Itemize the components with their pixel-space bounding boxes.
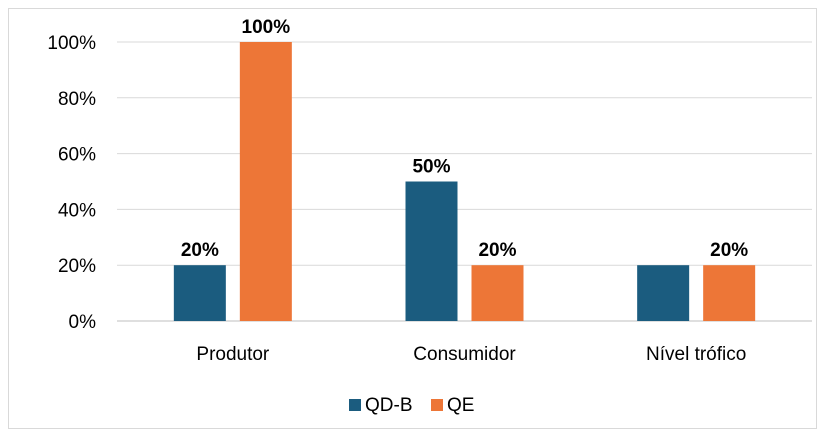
bar: [703, 265, 756, 321]
data-labels: 20% 100% 50% 20% 20%: [181, 17, 748, 261]
legend: QD-B QE: [349, 395, 474, 416]
x-category-label: Produtor: [196, 344, 270, 365]
data-label: 20%: [478, 240, 516, 261]
data-label: 50%: [412, 157, 450, 178]
bar: [471, 265, 524, 321]
y-tick-label: 20%: [58, 256, 96, 277]
y-tick-label: 100%: [47, 33, 96, 54]
y-axis-ticks: 0% 20% 40% 60% 80% 100%: [47, 33, 96, 333]
bar: [239, 42, 292, 321]
bar: [173, 265, 226, 321]
bars: [173, 42, 756, 321]
legend-label: QD-B: [365, 395, 413, 416]
y-tick-label: 0%: [69, 312, 97, 333]
data-label: 100%: [242, 17, 291, 38]
legend-swatch: [349, 399, 361, 411]
legend-label: QE: [447, 395, 474, 416]
bar: [405, 181, 458, 321]
y-tick-label: 80%: [58, 89, 96, 110]
legend-swatch: [431, 399, 443, 411]
x-axis-categories: Produtor Consumidor Nível trófico: [196, 344, 746, 365]
data-label: 20%: [710, 240, 748, 261]
bar: [637, 265, 690, 321]
data-label: 20%: [181, 240, 219, 261]
y-tick-label: 40%: [58, 200, 96, 221]
gridlines: [117, 41, 812, 322]
x-category-label: Nível trófico: [646, 344, 746, 365]
x-category-label: Consumidor: [413, 344, 516, 365]
y-tick-label: 60%: [58, 145, 96, 166]
